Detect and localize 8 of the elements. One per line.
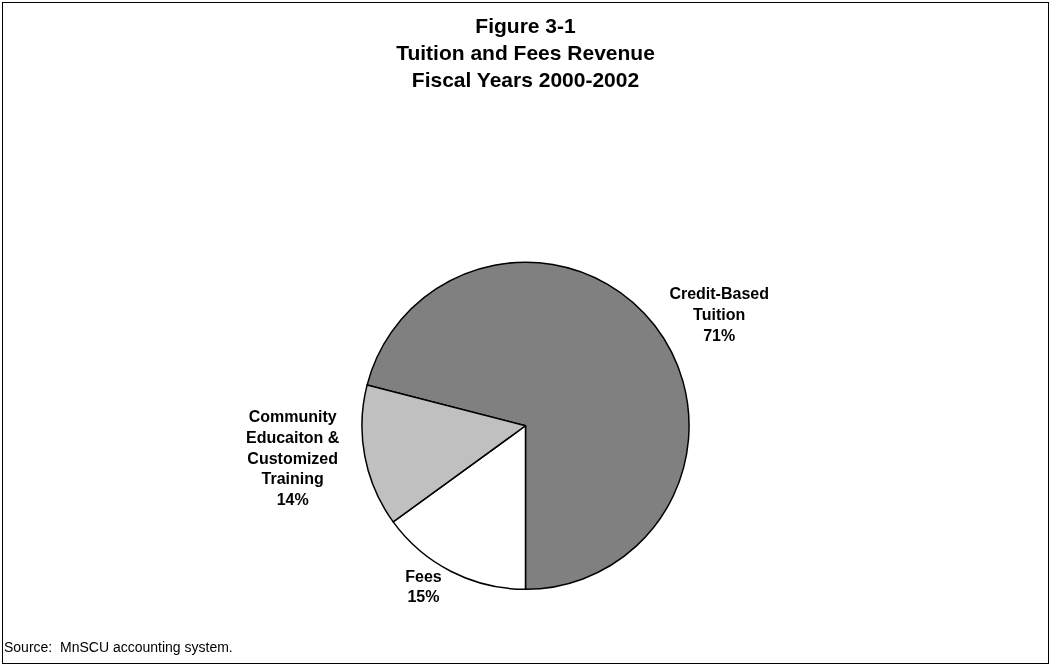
- data-label: 14%: [276, 491, 309, 509]
- chart-title: Figure 3-1 Tuition and Fees Revenue Fiscal Years 2000-2002: [396, 13, 655, 92]
- slice-label: Community Educaiton & Customized Training: [246, 408, 340, 488]
- slice-label: Fees: [405, 567, 442, 585]
- source-note: Source: MnSCU accounting system.: [4, 639, 233, 655]
- data-label: 71%: [703, 326, 736, 344]
- data-label: 15%: [407, 588, 440, 606]
- slice-label: Credit-Based Tuition: [669, 285, 769, 324]
